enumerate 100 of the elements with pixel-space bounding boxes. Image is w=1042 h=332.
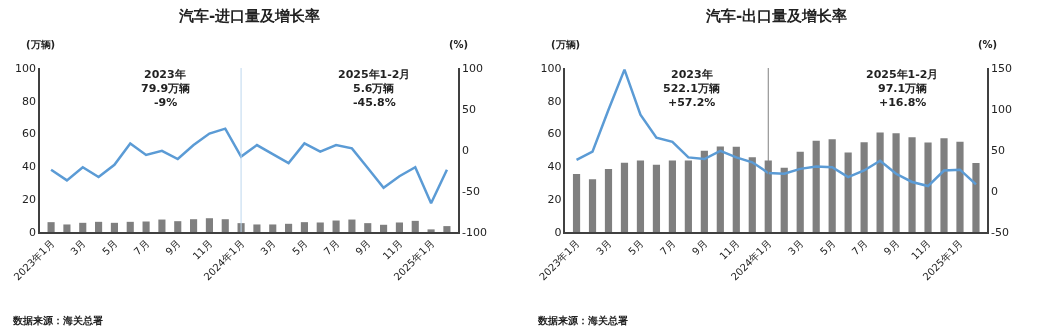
x-tick-label: 5月: [626, 237, 646, 258]
line-series: [575, 68, 978, 188]
source-note: 数据来源：海关总署: [537, 315, 628, 326]
bar: [620, 162, 629, 232]
bar: [364, 223, 372, 232]
bar: [316, 222, 324, 232]
y-tick-label: 60: [22, 127, 37, 141]
x-tick-label: 3月: [68, 237, 88, 258]
bar: [812, 140, 820, 232]
bar: [860, 142, 868, 232]
annotation: 79.9万辆: [141, 82, 191, 95]
x-tick-label: 3月: [594, 237, 614, 258]
x-tick-label: 3月: [258, 237, 278, 258]
annotation: 5.6万辆: [353, 82, 395, 95]
x-tick-label: 5月: [290, 237, 310, 258]
bar: [572, 173, 581, 232]
bar: [190, 219, 198, 232]
bar: [443, 226, 451, 232]
line-series: [49, 127, 449, 205]
bar: [908, 137, 916, 232]
x-tick-label: 9月: [881, 237, 902, 258]
x-tick-label: 11月: [190, 237, 215, 262]
bar: [158, 219, 166, 232]
y-tick-label: 60: [547, 127, 562, 141]
y2-axis-title: (%): [449, 39, 469, 50]
annotation: 2025年1-2月: [338, 68, 411, 81]
x-tick-label: 11月: [717, 237, 742, 262]
y-tick-label: 0: [554, 225, 562, 239]
annotation: -9%: [154, 96, 178, 109]
bar: [796, 151, 804, 232]
bar: [221, 219, 229, 232]
y2-tick-label: 50: [991, 143, 1006, 157]
bar: [253, 224, 261, 232]
bar: [174, 221, 182, 232]
bar: [956, 141, 964, 232]
source-note: 数据来源：海关总署: [12, 315, 103, 326]
bar: [924, 142, 932, 232]
x-tick-label: 7月: [849, 237, 870, 258]
annotation: +16.8%: [879, 96, 927, 109]
bar: [205, 218, 213, 232]
annotation: 97.1万辆: [878, 82, 928, 95]
bar: [332, 220, 340, 232]
x-tick-label: 7月: [131, 237, 152, 258]
y2-tick-label: -100: [461, 225, 487, 239]
bar: [972, 163, 980, 232]
bar: [79, 222, 87, 232]
x-tick-label: 5月: [100, 237, 120, 258]
x-tick-label: 11月: [380, 237, 405, 262]
x-tick-label: 11月: [909, 237, 933, 262]
y-tick-label: 20: [547, 193, 562, 207]
bar: [876, 132, 884, 232]
x-tick-label: 9月: [353, 237, 373, 258]
chart-title: 汽车-出口量及增长率: [705, 7, 848, 25]
bar: [652, 164, 661, 232]
bar: [110, 222, 118, 232]
bar: [636, 160, 645, 232]
bar: [940, 138, 948, 232]
y2-axis-title: (%): [978, 39, 998, 50]
bar: [892, 133, 900, 232]
x-tick-label: 3月: [785, 237, 806, 258]
annotation: -45.8%: [353, 96, 396, 109]
y2-tick-label: 150: [991, 61, 1013, 75]
bar: [269, 224, 277, 232]
bar: [427, 229, 435, 232]
bar: [716, 146, 724, 232]
y-tick-label: 20: [22, 193, 37, 207]
bar: [732, 146, 740, 232]
chart-title: 汽车-进口量及增长率: [178, 7, 321, 25]
y2-tick-label: 0: [991, 184, 999, 198]
bar: [748, 157, 756, 232]
bar: [95, 221, 103, 232]
x-tick-label: 9月: [163, 237, 183, 258]
y-tick-label: 80: [22, 94, 37, 108]
bar: [844, 152, 852, 232]
bar: [395, 222, 403, 232]
y-tick-label: 0: [29, 225, 37, 239]
x-tick-label: 9月: [689, 237, 710, 258]
bar: [604, 169, 613, 232]
bar: [684, 160, 692, 232]
bar: [380, 224, 388, 232]
bar: [828, 139, 836, 232]
annotation: 2023年: [144, 68, 186, 81]
y-tick-label: 100: [540, 61, 562, 75]
y2-tick-label: 50: [461, 102, 476, 116]
annotation: 2025年1-2月: [866, 68, 939, 81]
bar: [348, 219, 356, 232]
x-tick-label: 7月: [321, 237, 342, 258]
bar: [47, 222, 55, 232]
bar: [63, 224, 71, 232]
bar: [285, 223, 293, 232]
annotation: 2023年: [671, 68, 713, 81]
bar: [126, 221, 134, 232]
y-tick-label: 100: [15, 61, 37, 75]
y2-tick-label: 100: [461, 61, 483, 75]
x-tick-label: 5月: [817, 237, 838, 258]
y-tick-label: 40: [547, 160, 562, 174]
y2-tick-label: 100: [991, 102, 1013, 116]
bar: [780, 167, 788, 232]
bar: [300, 222, 308, 232]
bar: [142, 221, 150, 232]
